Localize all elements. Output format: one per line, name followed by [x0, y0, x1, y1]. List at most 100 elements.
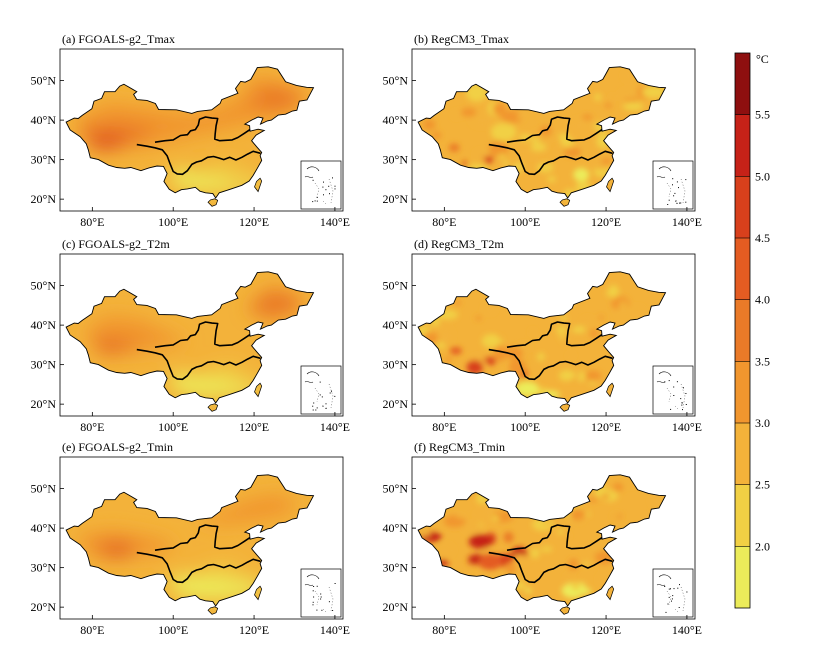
- taiwan-outline: [254, 585, 263, 601]
- field-patch: [589, 329, 599, 338]
- x-tick-label: 80°E: [80, 215, 104, 229]
- colorbar-segment: [735, 53, 750, 115]
- field-patch: [572, 326, 586, 333]
- field-patch: [604, 103, 612, 109]
- yangtze-river-line: [136, 551, 261, 584]
- y-tick-label: 40°N: [31, 521, 57, 535]
- field-patch: [582, 147, 594, 153]
- field-patch: [532, 518, 554, 531]
- y-tick-label: 40°N: [383, 113, 409, 127]
- y-tick-label: 50°N: [31, 279, 57, 293]
- yellow-river-line: [154, 524, 251, 551]
- field-patch: [457, 515, 464, 519]
- x-tick-label: 140°E: [320, 420, 350, 434]
- field-patch: [582, 561, 590, 567]
- field-patch: [498, 153, 506, 159]
- y-tick-label: 20°N: [31, 192, 57, 206]
- y-tick-label: 50°N: [31, 482, 57, 496]
- hainan-outline: [559, 198, 571, 207]
- map-panel-b: (b) RegCM3_Tmax 80°E 100°E 120°E 140°E 20°N 30…: [383, 32, 702, 229]
- field-patch: [542, 524, 547, 528]
- y-tick-label: 20°N: [383, 397, 409, 411]
- field-patch: [559, 315, 568, 321]
- field-patch: [493, 345, 507, 362]
- x-tick-label: 80°E: [432, 215, 456, 229]
- field-patch: [585, 370, 602, 382]
- panel-title: (b) RegCM3_Tmax: [414, 32, 509, 46]
- field-patch: [581, 317, 595, 329]
- map-panel-e: (e) FGOALS-g2_Tmin 80°E 100°E 120°E 140°E 20°…: [31, 440, 350, 637]
- colorbar-segment: [735, 361, 750, 423]
- field-patch: [492, 102, 506, 116]
- field-patch: [568, 558, 579, 571]
- yangtze-river-line: [136, 143, 261, 176]
- field-patch: [612, 482, 624, 492]
- field-patch: [571, 582, 581, 591]
- y-tick-label: 30°N: [383, 358, 409, 372]
- yellow-river-line: [154, 321, 251, 348]
- map-panel-f: (f) RegCM3_Tmin 80°E 100°E 120°E 140°E 20°N 30…: [383, 440, 702, 637]
- panel-title: (a) FGOALS-g2_Tmax: [62, 32, 175, 46]
- field-patch: [547, 176, 556, 183]
- field-region: [246, 287, 303, 320]
- x-tick-label: 80°E: [80, 623, 104, 637]
- y-tick-label: 30°N: [31, 561, 57, 575]
- colorbar-tick-label: 2.5: [755, 478, 770, 492]
- yellow-river-line: [506, 116, 603, 143]
- field-patch: [419, 530, 431, 537]
- china-border: [417, 474, 667, 607]
- field-patch: [436, 543, 454, 557]
- field-patch: [423, 119, 436, 130]
- colorbar-unit: °C: [756, 52, 769, 66]
- china-border: [65, 474, 315, 607]
- field-patch: [452, 110, 461, 118]
- south-china-sea-inset: [652, 160, 694, 210]
- field-patch: [615, 306, 634, 318]
- y-tick-label: 50°N: [383, 74, 409, 88]
- field-patch: [573, 168, 589, 182]
- field-patch: [530, 548, 540, 559]
- x-tick-label: 80°E: [432, 623, 456, 637]
- field-patch: [503, 160, 510, 166]
- field-patch: [537, 352, 545, 361]
- colorbar-frame: [734, 52, 751, 609]
- south-china-sea-inset: [652, 365, 694, 415]
- field-patch: [605, 290, 615, 297]
- y-tick-label: 20°N: [383, 600, 409, 614]
- panels: (a) FGOALS-g2_Tmax 80°E 100°E 120°E 140°E 20°…: [31, 32, 702, 637]
- x-tick-label: 140°E: [320, 215, 350, 229]
- colorbar-tick-label: 2.0: [755, 539, 770, 553]
- field-patch: [505, 562, 516, 574]
- field-patch: [470, 114, 495, 127]
- colorbar-segment: [735, 423, 750, 485]
- hainan-outline: [207, 198, 219, 207]
- colorbar-tick-label: 5.5: [755, 108, 770, 122]
- colorbar-tick-label: 5.0: [755, 169, 770, 183]
- x-tick-label: 100°E: [158, 623, 188, 637]
- field-patch: [454, 300, 462, 306]
- china-border: [65, 66, 315, 199]
- field-patch: [444, 356, 452, 363]
- field-patch: [492, 515, 500, 521]
- y-tick-label: 30°N: [31, 358, 57, 372]
- field-region: [76, 122, 157, 140]
- colorbar-tick-label: 3.5: [755, 354, 770, 368]
- taiwan-outline: [254, 177, 263, 193]
- yangtze-river-line: [488, 143, 613, 176]
- x-tick-label: 140°E: [320, 623, 350, 637]
- field-patch: [526, 388, 533, 395]
- field-patch: [570, 118, 587, 132]
- colorbar: °C 2.0 2.5 3.0 3.5 4.0 4.5 5.0 5.5: [734, 52, 770, 609]
- field-patch: [540, 546, 553, 552]
- x-tick-label: 80°E: [80, 420, 104, 434]
- field-patch: [582, 114, 593, 121]
- yellow-river-line: [506, 524, 603, 551]
- x-tick-label: 120°E: [591, 215, 621, 229]
- y-tick-label: 50°N: [383, 482, 409, 496]
- map-panel-c: (c) FGOALS-g2_T2m 80°E 100°E 120°E 140°E 20°N…: [31, 237, 350, 434]
- china-border: [417, 271, 667, 404]
- map-panel-d: (d) RegCM3_T2m 80°E 100°E 120°E 140°E 20°N 30°…: [383, 237, 702, 434]
- field-region: [110, 547, 128, 555]
- field-patch: [449, 347, 462, 355]
